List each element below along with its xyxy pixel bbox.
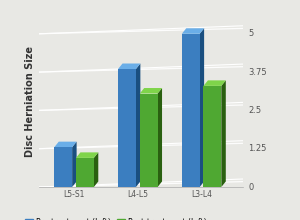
Polygon shape [118, 69, 136, 187]
Polygon shape [140, 88, 162, 94]
Polygon shape [94, 152, 98, 187]
Polygon shape [203, 86, 221, 187]
Text: 3.75: 3.75 [249, 68, 267, 77]
Legend: Pre-treatment (left), Post-treatment (left): Pre-treatment (left), Post-treatment (le… [22, 215, 209, 220]
Polygon shape [182, 28, 204, 34]
Polygon shape [221, 80, 226, 187]
Polygon shape [203, 80, 226, 86]
Polygon shape [118, 64, 140, 69]
Text: 0: 0 [249, 183, 254, 191]
Polygon shape [140, 94, 158, 187]
Polygon shape [200, 28, 204, 187]
Text: 1.25: 1.25 [249, 144, 267, 153]
Polygon shape [76, 158, 94, 187]
Polygon shape [54, 142, 76, 147]
Polygon shape [72, 142, 76, 187]
Polygon shape [182, 34, 200, 187]
Polygon shape [158, 88, 162, 187]
Text: 5: 5 [249, 29, 254, 38]
Text: 2.5: 2.5 [249, 106, 262, 115]
Polygon shape [76, 152, 98, 158]
Y-axis label: Disc Herniation Size: Disc Herniation Size [25, 46, 35, 157]
Polygon shape [136, 64, 140, 187]
Polygon shape [54, 147, 72, 187]
